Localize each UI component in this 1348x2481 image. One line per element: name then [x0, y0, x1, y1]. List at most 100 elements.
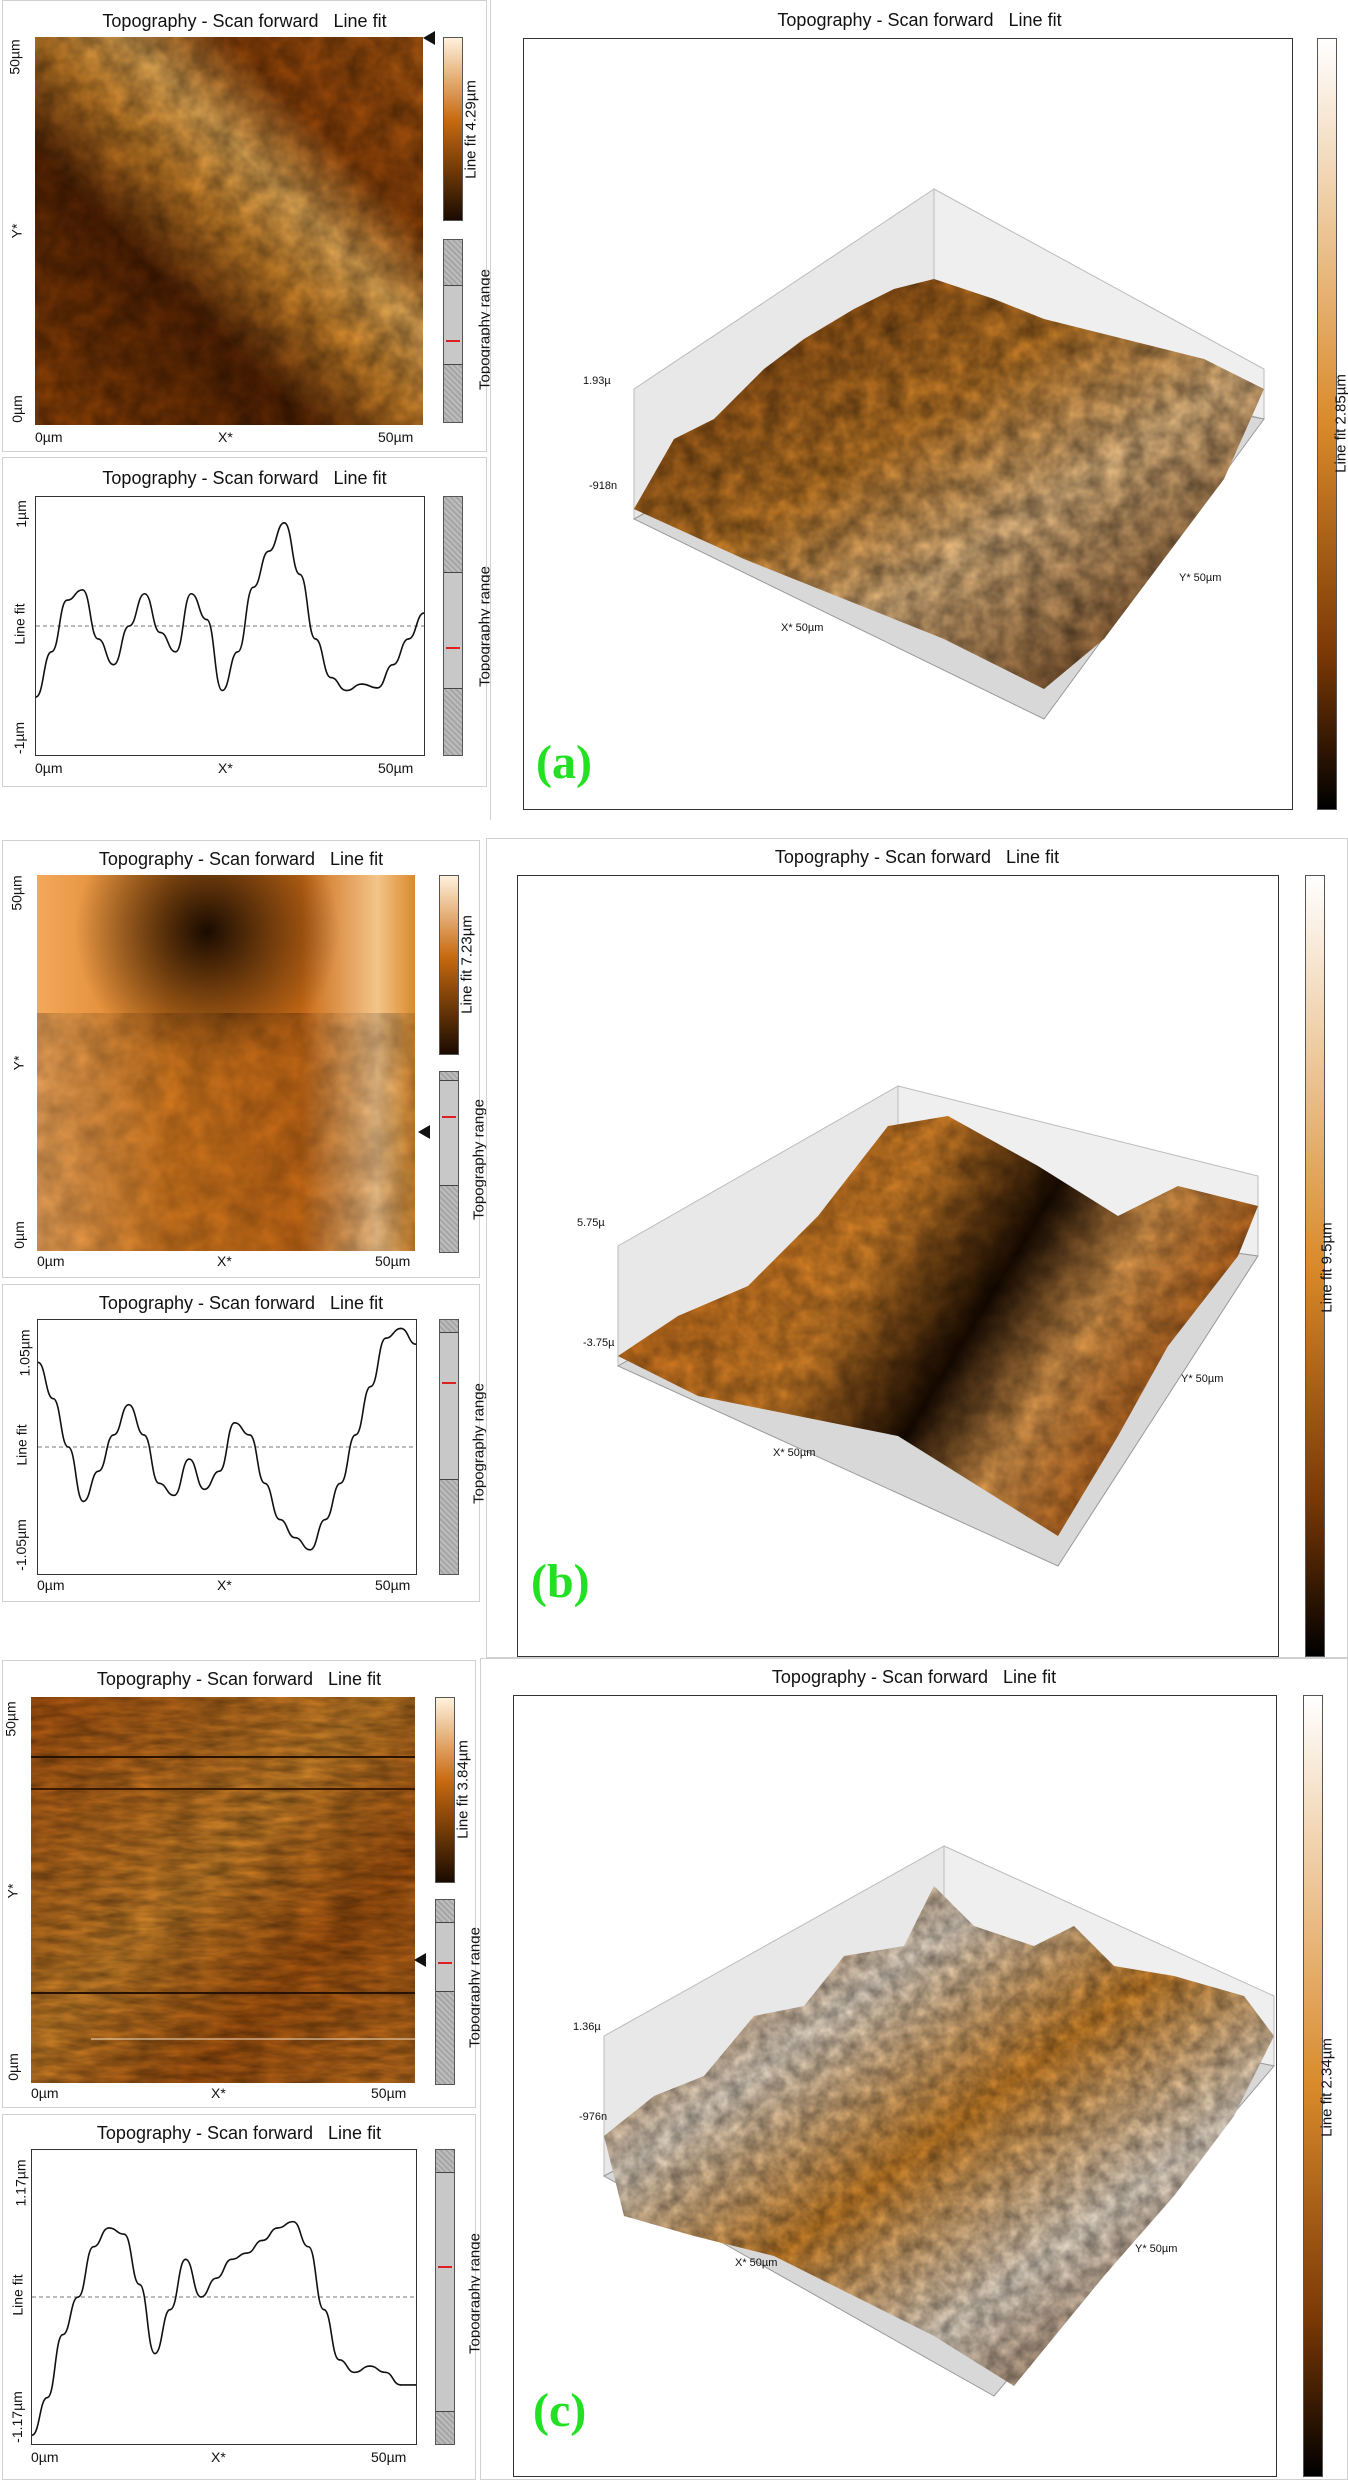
view3d-title: Topography - Scan forward Line fit	[491, 10, 1348, 31]
afm-3d-surface-b	[518, 876, 1278, 1656]
z-bottom-tick: -3.75µ	[583, 1337, 614, 1349]
z-top-tick: 1.93µ	[583, 375, 611, 387]
colorbar-label: Line fit 3.84µm	[455, 1730, 472, 1850]
colorbar-label: Line fit 4.29µm	[463, 70, 480, 190]
y-top-tick: 1µm	[13, 500, 29, 528]
y-bottom-tick: 0µm	[9, 395, 25, 423]
topography-range-slider[interactable]	[443, 239, 463, 423]
topography-range-slider[interactable]	[443, 496, 463, 756]
panel-letter-a: (a)	[536, 735, 592, 790]
range-arrow-icon[interactable]	[418, 1125, 430, 1139]
profile-title: Topography - Scan forward Line fit	[3, 2123, 475, 2144]
afm-2d-image-c	[31, 1697, 415, 2083]
colorbar-label: Line fit 2.85µm	[1333, 354, 1348, 494]
range-arrow-icon[interactable]	[423, 31, 435, 45]
view3d-frame	[513, 1695, 1277, 2477]
profile-point	[340, 1482, 342, 1484]
x-right-tick: 50µm	[375, 1577, 410, 1593]
range-arrow-icon[interactable]	[414, 1953, 426, 1967]
profile-point	[204, 1489, 206, 1491]
profile-point	[97, 638, 99, 640]
range-label: Topography range	[471, 1374, 488, 1514]
range-marker	[438, 1962, 452, 1964]
x-left-tick: 0µm	[35, 760, 63, 776]
x-left-tick: 0µm	[31, 2449, 59, 2465]
profile-point	[206, 619, 208, 621]
panel-a-3d: Topography - Scan forward Line fit 1.93µ…	[490, 0, 1348, 820]
panel-a-profile: Topography - Scan forward Line fit 1µm L…	[2, 457, 487, 787]
z-top-tick: 1.36µ	[573, 2021, 601, 2033]
profile-point	[188, 1458, 190, 1460]
z-top-tick: 5.75µ	[577, 1217, 605, 1229]
range-window[interactable]	[444, 285, 462, 365]
profile-point	[66, 599, 68, 601]
y-mid-tick: Y*	[4, 1884, 20, 1899]
range-window[interactable]	[440, 1080, 458, 1186]
profile-point	[128, 625, 130, 627]
profile-point	[370, 1386, 372, 1388]
range-marker	[442, 1116, 456, 1118]
profile-point	[144, 593, 146, 595]
view3d-title: Topography - Scan forward Line fit	[481, 1667, 1347, 1688]
profile-point	[400, 1328, 402, 1330]
y-axis-label: Line fit	[12, 603, 28, 644]
topography-range-slider[interactable]	[439, 1071, 459, 1253]
x-axis-label: X* 50µm	[773, 1447, 815, 1459]
x-mid-tick: X*	[218, 760, 233, 776]
profile-point	[219, 1470, 221, 1472]
profile-title: Topography - Scan forward Line fit	[3, 1293, 479, 1314]
afm-3d-surface-c	[514, 1696, 1276, 2476]
x-left-tick: 0µm	[35, 429, 63, 445]
profile-point	[338, 2359, 340, 2361]
range-window[interactable]	[444, 572, 462, 689]
profile-point	[108, 2227, 110, 2229]
panel-b-3d: Topography - Scan forward Line fit 5.75µ…	[486, 838, 1348, 1658]
profile-point	[154, 2353, 156, 2355]
profile-line-a	[36, 497, 424, 755]
profile-point	[93, 2246, 95, 2248]
y-top-tick: 1.05µm	[16, 1330, 32, 1377]
profile-point	[392, 664, 394, 666]
topography-range-slider[interactable]	[435, 1899, 455, 2085]
x-left-tick: 0µm	[37, 1253, 65, 1269]
x-right-tick: 50µm	[378, 760, 413, 776]
profile-point	[400, 2384, 402, 2386]
y-top-tick: 50µm	[9, 875, 25, 910]
panel-c-profile: Topography - Scan forward Line fit 1.17µ…	[2, 2114, 476, 2480]
range-marker	[446, 340, 460, 342]
panel-b-profile: Topography - Scan forward Line fit 1.05µ…	[2, 1284, 480, 1602]
range-label: Topography range	[471, 1090, 488, 1230]
image2d-title: Topography - Scan forward Line fit	[3, 1669, 475, 1690]
profile-point	[190, 593, 192, 595]
profile-point	[361, 683, 363, 685]
y-bottom-tick: -1.17µm	[9, 2391, 25, 2443]
profile-point	[294, 1537, 296, 1539]
image2d-title: Topography - Scan forward Line fit	[3, 11, 486, 32]
x-right-tick: 50µm	[375, 1253, 410, 1269]
range-window[interactable]	[436, 2172, 454, 2412]
profile-point	[249, 1434, 251, 1436]
profile-point	[113, 1434, 115, 1436]
profile-point	[262, 2240, 264, 2242]
profile-point	[47, 2397, 49, 2399]
profile-point	[385, 1337, 387, 1339]
panel-letter-c: (c)	[533, 2383, 586, 2438]
x-left-tick: 0µm	[37, 1577, 65, 1593]
topography-range-slider[interactable]	[439, 1319, 459, 1575]
z-bottom-tick: -976n	[579, 2111, 607, 2123]
range-window[interactable]	[440, 1332, 458, 1480]
colorbar	[439, 875, 459, 1055]
x-mid-tick: X*	[217, 1577, 232, 1593]
colorbar-label: Line fit 7.23µm	[459, 905, 476, 1025]
y-axis-label: Y* 50µm	[1181, 1373, 1223, 1385]
x-left-tick: 0µm	[31, 2085, 59, 2101]
z-bottom-tick: -918n	[589, 480, 617, 492]
profile-point	[408, 638, 410, 640]
profile-point	[237, 651, 239, 653]
profile-point	[62, 2334, 64, 2336]
topography-range-slider[interactable]	[435, 2149, 455, 2445]
profile-point	[324, 1519, 326, 1521]
profile-point	[384, 2372, 386, 2374]
x-mid-tick: X*	[211, 2449, 226, 2465]
range-window[interactable]	[436, 1922, 454, 1992]
